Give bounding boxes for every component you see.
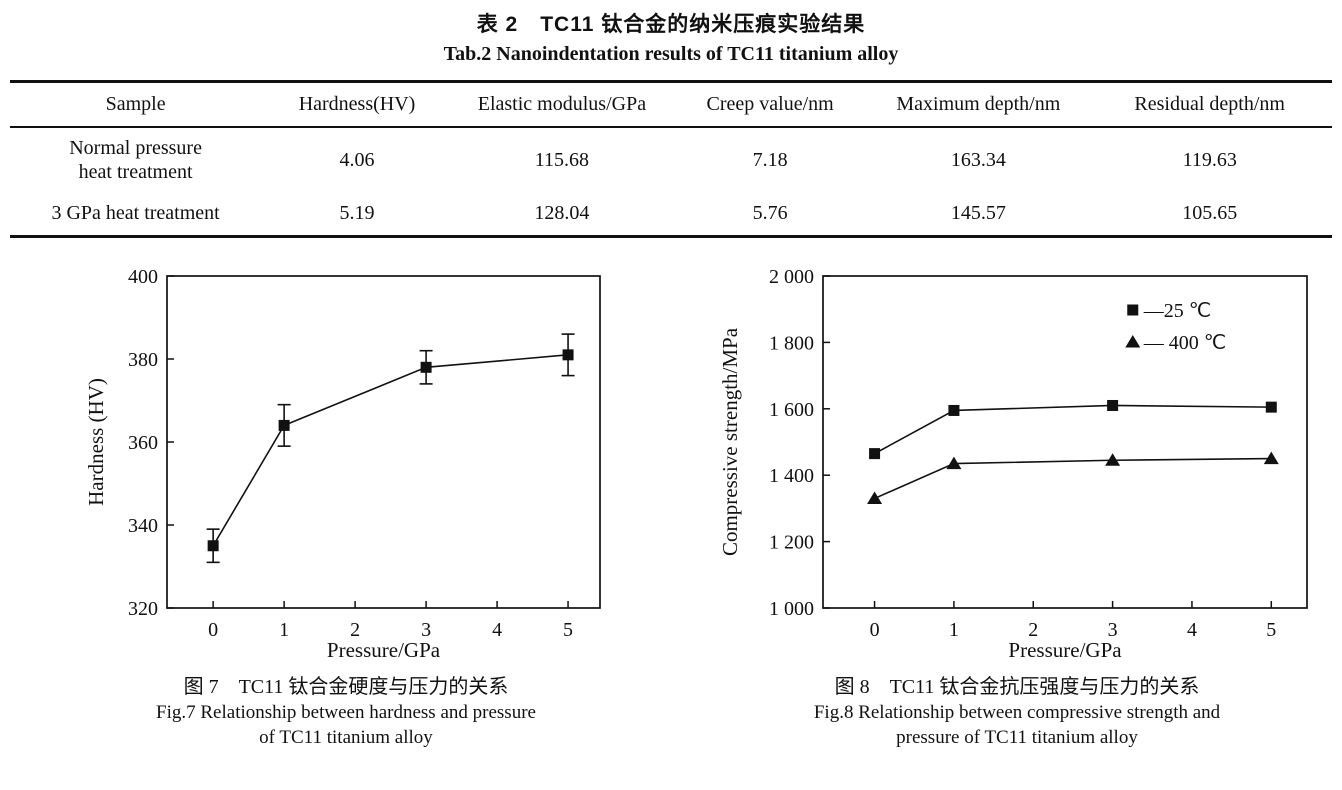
column-header-maximum-depth: Maximum depth/nm	[869, 81, 1088, 128]
table-cell-residual-depth: 105.65	[1182, 202, 1238, 225]
figures-row: 0 1 2 3 4 5 320 340 360 380 400 Pressure/GPa Hardnes…	[0, 264, 1342, 751]
table-cell-elastic-modulus: 115.68	[534, 149, 590, 172]
figure-8-caption: 图 8 TC11 钛合金抗压强度与压力的关系 Fig.8 Relationshi…	[814, 674, 1220, 751]
svg-text:4: 4	[492, 619, 502, 641]
svg-text:1 600: 1 600	[769, 399, 814, 421]
figure-7-caption-en-line1: Fig.7 Relationship between hardness and …	[156, 702, 536, 724]
svg-text:Pressure/GPa: Pressure/GPa	[1008, 638, 1122, 662]
column-header-hardness: Hardness(HV)	[261, 81, 453, 128]
sample-name-line: heat treatment	[78, 160, 193, 183]
svg-text:5: 5	[563, 619, 573, 641]
svg-text:— 400 ℃: — 400 ℃	[1143, 332, 1226, 354]
svg-text:400: 400	[128, 266, 158, 288]
svg-text:320: 320	[128, 598, 158, 620]
svg-text:3: 3	[421, 619, 431, 641]
table-cell-creep-value: 5.76	[752, 202, 788, 225]
table-row: 3 GPa heat treatment 5.19 128.04 5.76 14…	[10, 193, 1332, 236]
svg-text:1 200: 1 200	[769, 531, 814, 553]
table-cell-maximum-depth: 163.34	[950, 149, 1006, 172]
svg-text:1: 1	[279, 619, 289, 641]
figure-7-caption-en-line2: of TC11 titanium alloy	[259, 727, 433, 749]
svg-text:—25 ℃: —25 ℃	[1143, 300, 1211, 322]
column-header-residual-depth: Residual depth/nm	[1087, 81, 1332, 128]
results-table: Sample Hardness(HV) Elastic modulus/GPa …	[10, 80, 1332, 238]
figure-8-caption-zh: 图 8 TC11 钛合金抗压强度与压力的关系	[834, 675, 1200, 698]
svg-text:340: 340	[128, 515, 158, 537]
table-row: Normal pressure heat treatment 4.06 115.…	[10, 127, 1332, 193]
table-cell-elastic-modulus: 128.04	[534, 202, 590, 225]
svg-text:0: 0	[870, 619, 880, 641]
svg-text:360: 360	[128, 432, 158, 454]
column-header-sample: Sample	[10, 81, 262, 128]
sample-name-line: 3 GPa heat treatment	[51, 202, 220, 225]
table-cell-sample: Normal pressure heat treatment	[10, 127, 261, 193]
svg-text:2 000: 2 000	[769, 266, 814, 288]
column-header-elastic-modulus: Elastic modulus/GPa	[452, 81, 671, 128]
figure-8-caption-en-line1: Fig.8 Relationship between compressive s…	[813, 702, 1221, 724]
svg-text:Hardness (HV): Hardness (HV)	[84, 378, 108, 506]
table-title-zh: 表 2 TC11 钛合金的纳米压痕实验结果	[476, 13, 866, 36]
figure-8-caption-en-line2: pressure of TC11 titanium alloy	[896, 727, 1138, 749]
compressive-strength-pressure-chart: 0 1 2 3 4 5 1 000 1 200 1 400 1 600 1 800 2 000 Pres…	[718, 266, 1308, 662]
svg-text:1: 1	[949, 619, 959, 641]
svg-text:2: 2	[1028, 619, 1038, 641]
svg-text:Pressure/GPa: Pressure/GPa	[326, 638, 440, 662]
figure-7-caption-zh: 图 7 TC11 钛合金硬度与压力的关系	[183, 675, 509, 698]
table-cell-maximum-depth: 145.57	[950, 202, 1006, 225]
table-cell-hardness: 5.19	[339, 202, 375, 225]
table-cell-residual-depth: 119.63	[1182, 149, 1237, 172]
svg-text:0: 0	[208, 619, 218, 641]
table-titles: 表 2 TC11 钛合金的纳米压痕实验结果 Tab.2 Nanoindentat…	[0, 0, 1342, 66]
hardness-pressure-chart: 0 1 2 3 4 5 320 340 360 380 400 Pressure/GPa Hardnes…	[84, 266, 601, 662]
table-cell-hardness: 4.06	[339, 149, 375, 172]
sample-name-line: Normal pressure	[69, 137, 202, 159]
svg-text:1 800: 1 800	[769, 332, 814, 354]
table-cell-sample: 3 GPa heat treatment	[10, 193, 261, 236]
svg-text:380: 380	[128, 349, 158, 371]
svg-text:3: 3	[1108, 619, 1118, 641]
figure-7-caption: 图 7 TC11 钛合金硬度与压力的关系 Fig.7 Relationship …	[156, 674, 536, 751]
svg-text:5: 5	[1266, 619, 1276, 641]
column-header-creep-value: Creep value/nm	[670, 81, 870, 128]
svg-text:2: 2	[350, 619, 360, 641]
svg-text:4: 4	[1187, 619, 1197, 641]
svg-text:1 000: 1 000	[769, 598, 814, 620]
figure-7: 0 1 2 3 4 5 320 340 360 380 400 Pressure/GPa Hardnes…	[76, 264, 616, 751]
figure-8: 0 1 2 3 4 5 1 000 1 200 1 400 1 600 1 800 2 000 Pres…	[708, 264, 1326, 751]
table-cell-creep-value: 7.18	[752, 149, 788, 172]
svg-text:Compressive strength/MPa: Compressive strength/MPa	[718, 327, 742, 556]
table-header-row: Sample Hardness(HV) Elastic modulus/GPa …	[10, 81, 1332, 128]
table-title-en: Tab.2 Nanoindentation results of TC11 ti…	[443, 43, 899, 65]
svg-text:1 400: 1 400	[769, 465, 814, 487]
